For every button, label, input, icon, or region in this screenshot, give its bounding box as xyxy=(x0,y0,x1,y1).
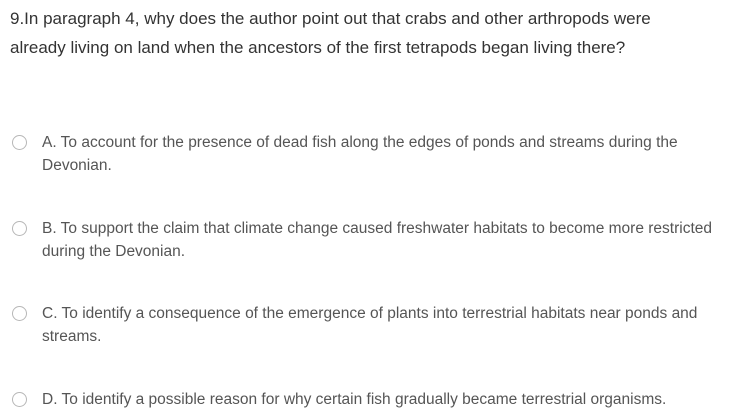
answer-option-b-label: B. To support the claim that climate cha… xyxy=(42,220,712,260)
answer-option-a-label: A. To account for the presence of dead f… xyxy=(42,134,678,174)
radio-button-d-icon[interactable] xyxy=(12,392,27,407)
radio-button-c-icon[interactable] xyxy=(12,306,27,321)
answer-option-a[interactable]: A. To account for the presence of dead f… xyxy=(12,131,747,177)
answer-option-c-label: C. To identify a consequence of the emer… xyxy=(42,305,698,345)
answer-option-c[interactable]: C. To identify a consequence of the emer… xyxy=(12,302,747,348)
radio-button-a-icon[interactable] xyxy=(12,135,27,150)
answer-option-b[interactable]: B. To support the claim that climate cha… xyxy=(12,217,747,263)
radio-button-b-icon[interactable] xyxy=(12,221,27,236)
answer-option-d[interactable]: D. To identify a possible reason for why… xyxy=(12,388,747,411)
answer-option-d-label: D. To identify a possible reason for why… xyxy=(42,391,667,408)
question-text: 9.In paragraph 4, why does the author po… xyxy=(10,9,651,57)
